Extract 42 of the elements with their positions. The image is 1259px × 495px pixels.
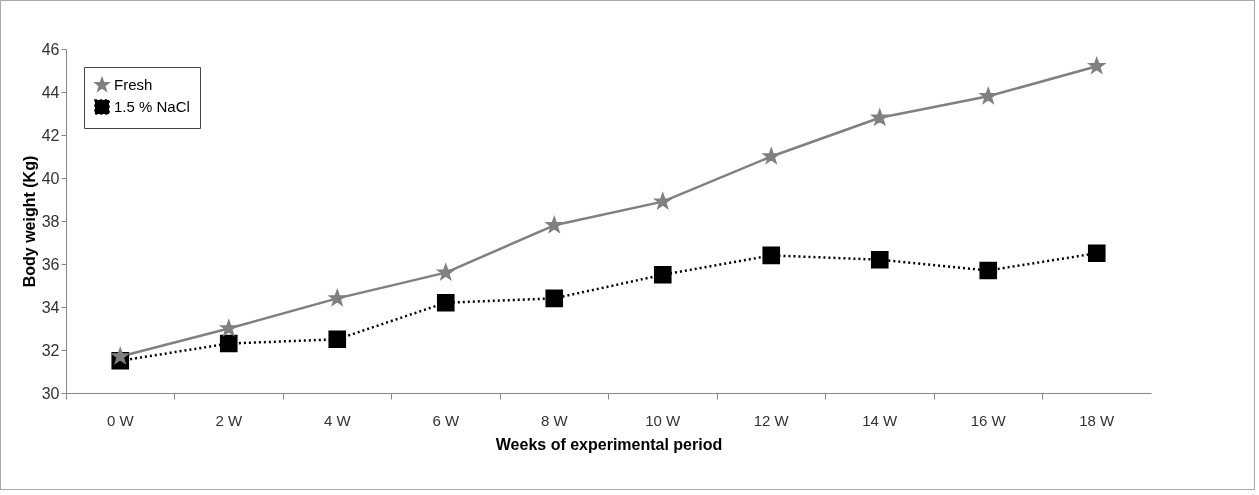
- x-tick-label: 0 W: [106, 411, 135, 429]
- point: [436, 293, 455, 312]
- x-tick-label: 4 W: [323, 411, 352, 429]
- point: [653, 265, 672, 284]
- point: [545, 216, 563, 233]
- x-tick-label: 2 W: [215, 411, 243, 429]
- y-tick-label: 40: [41, 169, 60, 187]
- y-tick-label: 34: [41, 298, 60, 316]
- y-tick-label: 38: [41, 212, 60, 230]
- y-tick-label: 36: [41, 255, 60, 273]
- y-axis-title: Body weight (Kg): [20, 155, 38, 288]
- y-tick-label: 32: [41, 341, 60, 359]
- point: [654, 192, 672, 209]
- point: [1088, 57, 1106, 74]
- x-tick-label: 10 W: [645, 411, 682, 429]
- point: [219, 334, 238, 353]
- y-tick-label: 30: [41, 384, 60, 402]
- point: [111, 347, 129, 364]
- point: [328, 289, 346, 306]
- y-tick-label: 42: [41, 126, 60, 144]
- x-tick-label: 18 W: [1079, 411, 1116, 429]
- point: [328, 330, 347, 349]
- x-tick-label: 14 W: [862, 411, 899, 429]
- legend-label: Fresh: [114, 76, 153, 93]
- point: [437, 263, 455, 280]
- y-tick-label: 44: [41, 83, 60, 101]
- point: [1087, 244, 1106, 263]
- point: [220, 319, 238, 336]
- x-tick-label: 6 W: [432, 411, 460, 429]
- point: [870, 250, 889, 269]
- y-tick-label: 46: [41, 40, 60, 58]
- x-tick-label: 12 W: [753, 411, 790, 429]
- point: [979, 87, 997, 104]
- x-tick-label: 16 W: [970, 411, 1007, 429]
- point: [871, 108, 889, 126]
- point: [762, 246, 781, 265]
- point: [762, 147, 780, 164]
- point: [545, 289, 564, 308]
- x-tick-label: 8 W: [540, 411, 569, 429]
- x-axis-title: Weeks of experimental period: [495, 435, 723, 453]
- legend-label: 1.5 % NaCl: [114, 98, 190, 115]
- point: [979, 261, 998, 280]
